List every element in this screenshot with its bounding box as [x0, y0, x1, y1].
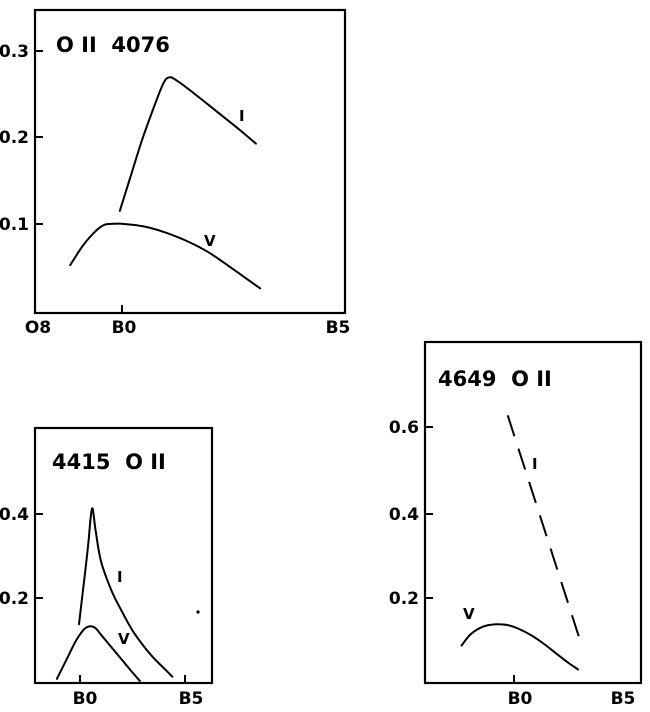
panel-4415-series-V-line [55, 625, 141, 682]
panel-4649-ytick-label-2: 0.6 [389, 418, 419, 438]
panel-4076-series-V-label: V [204, 232, 216, 250]
panel-4076: O II 4076 0.1 0.2 0.3 O8 B0 B5 I V [0, 8, 351, 338]
panel-4076-series-I-line [118, 76, 257, 212]
panel-4649-title: 4649 O II [438, 367, 552, 391]
panel-4076-xtick-label-2: B5 [326, 318, 351, 338]
panel-4649-title-text: 4649 O II [438, 367, 552, 391]
panel-4649-xtick-label-0: B0 [508, 689, 533, 709]
panel-4076-series-V-line [69, 222, 262, 290]
panel-4415-title: 4415 O II [52, 450, 166, 474]
scan-speck [196, 610, 200, 614]
panel-4415-ytick-label-1: 0.4 [0, 505, 29, 525]
panel-4076-ytick-label-1: 0.2 [0, 128, 29, 148]
panel-4076-series-I-label: I [239, 107, 245, 125]
panel-4649-series-V-line [460, 623, 579, 671]
panel-4649-series-V-label: V [463, 605, 475, 623]
panel-4076-ytick-label-0: 0.1 [0, 215, 29, 235]
panel-4415-frame [33, 426, 214, 685]
panel-4649-frame [423, 340, 643, 685]
panel-4649-ytick-label-1: 0.4 [389, 505, 419, 525]
panel-4415: 4415 O II 0.2 0.4 B0 B5 I V [0, 426, 214, 709]
panel-4076-title-text: O II 4076 [56, 33, 170, 57]
panel-4649-series-I-line [506, 414, 582, 641]
panel-4076-xtick-label-0: O8 [25, 318, 51, 338]
panel-4649-series-I-label: I [532, 455, 538, 473]
panel-4649-ytick-label-0: 0.2 [389, 589, 419, 609]
panel-4649-xtick-label-1: B5 [611, 689, 636, 709]
panel-4076-title: O II 4076 [56, 33, 170, 57]
panel-4076-frame [33, 8, 347, 315]
panel-4415-series-I-line [78, 507, 174, 678]
panel-4415-xtick-label-1: B5 [179, 689, 204, 709]
panel-4415-series-I-label: I [117, 568, 123, 586]
panel-4076-xtick-label-1: B0 [112, 318, 137, 338]
panel-4076-ytick-label-2: 0.3 [0, 42, 29, 62]
panel-4415-title-text: 4415 O II [52, 450, 166, 474]
panel-4415-xtick-label-0: B0 [73, 689, 98, 709]
panel-4649: 4649 O II 0.2 0.4 0.6 B0 B5 I V [389, 340, 643, 709]
panel-4415-ytick-label-0: 0.2 [0, 589, 29, 609]
panel-4415-series-V-label: V [118, 630, 130, 648]
